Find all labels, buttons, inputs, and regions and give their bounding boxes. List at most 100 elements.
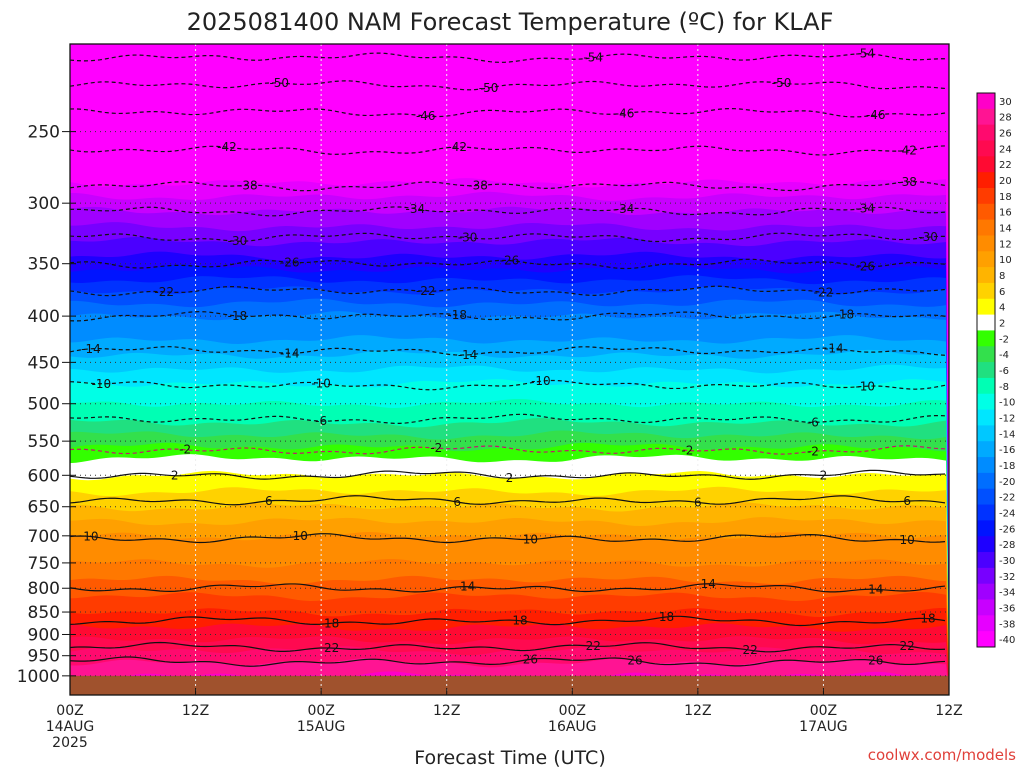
x-tick-date: 16AUG bbox=[548, 719, 597, 735]
contour-label: -22 bbox=[814, 285, 834, 299]
colorbar-label: -24 bbox=[999, 508, 1015, 519]
colorbar-cell bbox=[977, 457, 995, 474]
y-tick-label: 400 bbox=[28, 307, 60, 327]
colorbar-cell bbox=[977, 362, 995, 379]
contour-label: -50 bbox=[772, 76, 792, 90]
y-tick-label: 800 bbox=[28, 579, 60, 599]
colorbar-label: -18 bbox=[999, 461, 1015, 472]
colorbar-cell bbox=[977, 504, 995, 521]
x-tick-label: 00Z bbox=[810, 703, 837, 719]
below-ground-region bbox=[70, 675, 949, 695]
colorbar-frame bbox=[976, 92, 996, 648]
colorbar-label: -28 bbox=[999, 540, 1015, 551]
colorbar-cell bbox=[977, 393, 995, 411]
colorbar-label: -32 bbox=[999, 572, 1015, 583]
contour-label: -6 bbox=[315, 414, 327, 428]
x-tick-label: 12Z bbox=[433, 703, 460, 719]
contour-labels: -54 -54 -50 -50 -50 -46 -46 -46 -42 -42 -42 -38 -38 -… bbox=[81, 47, 938, 668]
credit-text: coolwx.com/models bbox=[868, 746, 1016, 764]
x-tick-label: 12Z bbox=[684, 703, 711, 719]
contour-label: 26 bbox=[627, 653, 642, 667]
contour-label: 10 bbox=[523, 532, 538, 546]
colorbar-cell bbox=[977, 552, 995, 569]
colorbar-label: -34 bbox=[999, 588, 1015, 599]
contour-label: -54 bbox=[855, 47, 875, 61]
contour-label: -50 bbox=[269, 76, 289, 90]
contour-label: 18 bbox=[512, 614, 527, 628]
contour-label: 18 bbox=[920, 612, 935, 626]
y-tick-label: 900 bbox=[28, 625, 60, 645]
colorbar-cell bbox=[977, 219, 995, 236]
contour-label: -34 bbox=[855, 201, 875, 215]
contour-label: -10 bbox=[92, 377, 112, 391]
y-tick-label: 700 bbox=[28, 527, 60, 547]
colorbar-cell bbox=[977, 346, 995, 363]
colorbar-cell bbox=[977, 267, 995, 284]
contour-label: -18 bbox=[447, 308, 467, 322]
x-axis-label: Forecast Time (UTC) bbox=[414, 747, 605, 768]
x-tick-date: 14AUG bbox=[46, 719, 95, 735]
gridlines bbox=[70, 44, 949, 695]
chart-title: 2025081400 NAM Forecast Temperature (ºC)… bbox=[187, 8, 834, 36]
colorbar: 30 28 26 24 22 20 18 16 14 12 10 8 6 4 2 -2 -4 -6 -8 -10 -12… bbox=[976, 92, 1015, 648]
plot-frame bbox=[69, 43, 950, 696]
colorbar-cell bbox=[977, 631, 995, 648]
y-tick-label: 950 bbox=[28, 647, 60, 667]
colorbar-label: 28 bbox=[999, 113, 1012, 124]
contour-10 bbox=[70, 533, 946, 544]
colorbar-label: 26 bbox=[999, 129, 1012, 140]
contour-label: 2 bbox=[506, 471, 514, 485]
contour-label: 14 bbox=[701, 577, 716, 591]
contour-2 bbox=[70, 469, 946, 480]
contour-label: -6 bbox=[807, 415, 819, 429]
y-axis: 2503003504004505005506006507007508008509… bbox=[17, 123, 76, 687]
colorbar-cell bbox=[977, 441, 995, 458]
contour-label: 26 bbox=[523, 652, 538, 666]
contour-label: -38 bbox=[238, 178, 258, 192]
contour-label: 6 bbox=[453, 495, 461, 509]
contour-label: -2 bbox=[807, 444, 819, 458]
contour-label: -50 bbox=[479, 81, 499, 95]
contour-lines bbox=[70, 52, 946, 667]
colorbar-label: -20 bbox=[999, 477, 1015, 488]
x-tick-date: 17AUG bbox=[799, 719, 848, 735]
contour-label: -2 bbox=[681, 443, 693, 457]
y-tick-label: 450 bbox=[28, 353, 60, 373]
colorbar-cell bbox=[977, 488, 995, 506]
contour-label: 22 bbox=[743, 643, 758, 657]
temperature-bands bbox=[70, 44, 949, 695]
colorbar-cell bbox=[977, 615, 995, 632]
contour-label: -54 bbox=[583, 51, 603, 65]
x-tick-year: 2025 bbox=[52, 735, 88, 751]
contour-18 bbox=[70, 615, 946, 627]
y-tick-label: 850 bbox=[28, 603, 60, 623]
y-tick-label: 750 bbox=[28, 554, 60, 574]
contour-label: 2 bbox=[820, 468, 828, 482]
contour-label: -42 bbox=[217, 140, 237, 154]
colorbar-label: 4 bbox=[999, 303, 1005, 314]
y-tick-label: 650 bbox=[28, 498, 60, 518]
contour-label: 14 bbox=[868, 582, 883, 596]
colorbar-label: 14 bbox=[999, 224, 1012, 235]
colorbar-label: -38 bbox=[999, 619, 1015, 630]
colorbar-label: 2 bbox=[999, 319, 1005, 330]
contour-label: 10 bbox=[293, 529, 308, 543]
colorbar-label: -14 bbox=[999, 429, 1015, 440]
colorbar-label: -36 bbox=[999, 603, 1015, 614]
contour-22 bbox=[70, 641, 946, 653]
contour-label: -46 bbox=[615, 106, 635, 120]
contour-label: 18 bbox=[659, 610, 674, 624]
colorbar-label: 22 bbox=[999, 160, 1012, 171]
contour-label: -30 bbox=[918, 230, 938, 244]
contour-label: 26 bbox=[868, 654, 883, 668]
contour-label: -10 bbox=[855, 379, 875, 393]
x-tick-label: 00Z bbox=[56, 703, 83, 719]
plot-area: -54 -54 -50 -50 -50 -46 -46 -46 -42 -42 -42 -38 -38 -… bbox=[70, 44, 949, 695]
contour-label: -14 bbox=[824, 341, 844, 355]
colorbar-cell bbox=[977, 377, 995, 395]
colorbar-cell bbox=[977, 282, 995, 300]
colorbar-label: -30 bbox=[999, 556, 1015, 567]
contour-6 bbox=[70, 495, 946, 506]
contour-label: -42 bbox=[897, 144, 917, 158]
colorbar-label: -16 bbox=[999, 445, 1015, 456]
